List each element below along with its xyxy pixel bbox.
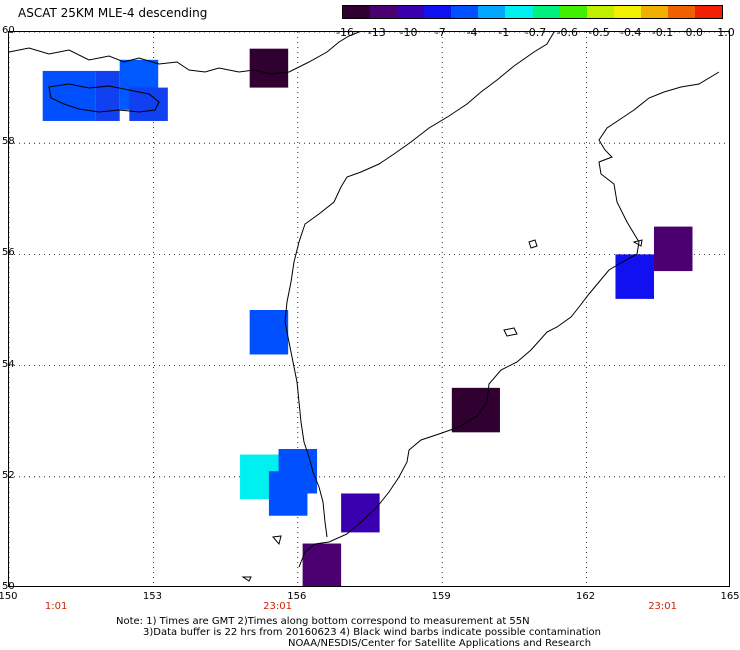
lat-tick-label: 54 — [2, 358, 15, 370]
wind-cell — [249, 48, 289, 88]
colorbar-label: -4 — [466, 26, 478, 39]
colorbar-segment — [478, 6, 506, 18]
colorbar-label: -7 — [434, 26, 446, 39]
colorbar-segment — [451, 6, 479, 18]
note-line-1: Note: 1) Times are GMT 2)Times along bot… — [116, 616, 530, 627]
colorbar-segment — [586, 6, 614, 18]
colorbar-label: 0.0 — [685, 26, 704, 39]
island — [528, 239, 538, 249]
kamchatka-coast — [298, 71, 720, 568]
lat-lon-grid — [9, 32, 729, 586]
map-canvas — [9, 32, 729, 586]
colorbar-segment — [343, 6, 371, 18]
colorbar-label: -10 — [399, 26, 418, 39]
wind-cell — [129, 87, 168, 121]
lon-tick-label: 165 — [720, 591, 740, 602]
wind-cell — [451, 387, 500, 433]
wind-cell — [302, 543, 342, 586]
colorbar-segment — [424, 6, 452, 18]
colorbar-label: -1 — [498, 26, 510, 39]
credit-line: NOAA/NESDIS/Center for Satellite Applica… — [288, 638, 592, 649]
colorbar-segment — [613, 6, 641, 18]
wind-cell — [249, 310, 289, 355]
wind-cell — [653, 226, 693, 272]
colorbar-segment — [559, 6, 587, 18]
island — [272, 535, 282, 546]
time-label: 23:01 — [263, 601, 292, 612]
colorbar-label: -0.6 — [556, 26, 578, 39]
colorbar-labels: -16 -13 -10 -7 -4 -1 -0.7 -0.6 -0.5 -0.4 -0.1 0.0 1.… — [333, 26, 735, 40]
okhotsk-coast — [9, 32, 360, 75]
map-title: ASCAT 25KM MLE-4 descending — [18, 6, 208, 20]
time-label: 23:01 — [648, 601, 678, 612]
lat-tick-label: 52 — [2, 469, 15, 481]
lon-tick-label: 159 — [431, 591, 451, 602]
time-label: 1:01 — [44, 601, 68, 612]
colorbar-label: -0.4 — [620, 26, 642, 39]
island — [632, 239, 643, 247]
colorbar-segment — [640, 6, 668, 18]
colorbar — [342, 5, 723, 19]
wind-cell — [268, 471, 308, 516]
wind-cell — [341, 493, 380, 533]
data-cells — [42, 48, 693, 586]
colorbar-segment — [695, 6, 723, 18]
wind-cell — [42, 70, 96, 121]
colorbar-segment — [505, 6, 533, 18]
island — [241, 576, 252, 582]
lat-tick-label: 60 — [2, 25, 15, 36]
wind-cell — [95, 70, 120, 121]
colorbar-segment — [667, 6, 696, 18]
lon-tick-label: 156 — [287, 591, 307, 602]
map-frame — [8, 31, 730, 587]
island — [503, 327, 518, 337]
colorbar-label: -0.5 — [588, 26, 610, 39]
colorbar-segment — [370, 6, 398, 18]
lon-tick-label: 150 — [0, 591, 18, 602]
colorbar-label: -0.1 — [651, 26, 674, 39]
coastline — [9, 32, 720, 582]
colorbar-segment — [532, 6, 560, 18]
lat-tick-label: 50 — [2, 581, 15, 592]
central-coast — [284, 32, 555, 538]
lon-tick-label: 153 — [142, 591, 162, 602]
note-line-2: 3)Data buffer is 22 hrs from 20160623 4)… — [143, 627, 601, 638]
colorbar-label: 1.0 — [717, 26, 735, 39]
lon-tick-label: 162 — [576, 591, 596, 602]
colorbar-label: -13 — [367, 26, 386, 39]
peninsula-coast — [48, 83, 160, 113]
colorbar-label: -0.7 — [524, 26, 547, 39]
colorbar-segment — [397, 6, 425, 18]
lat-tick-label: 56 — [2, 247, 15, 259]
lat-tick-label: 58 — [2, 136, 15, 148]
wind-cell — [615, 254, 654, 299]
